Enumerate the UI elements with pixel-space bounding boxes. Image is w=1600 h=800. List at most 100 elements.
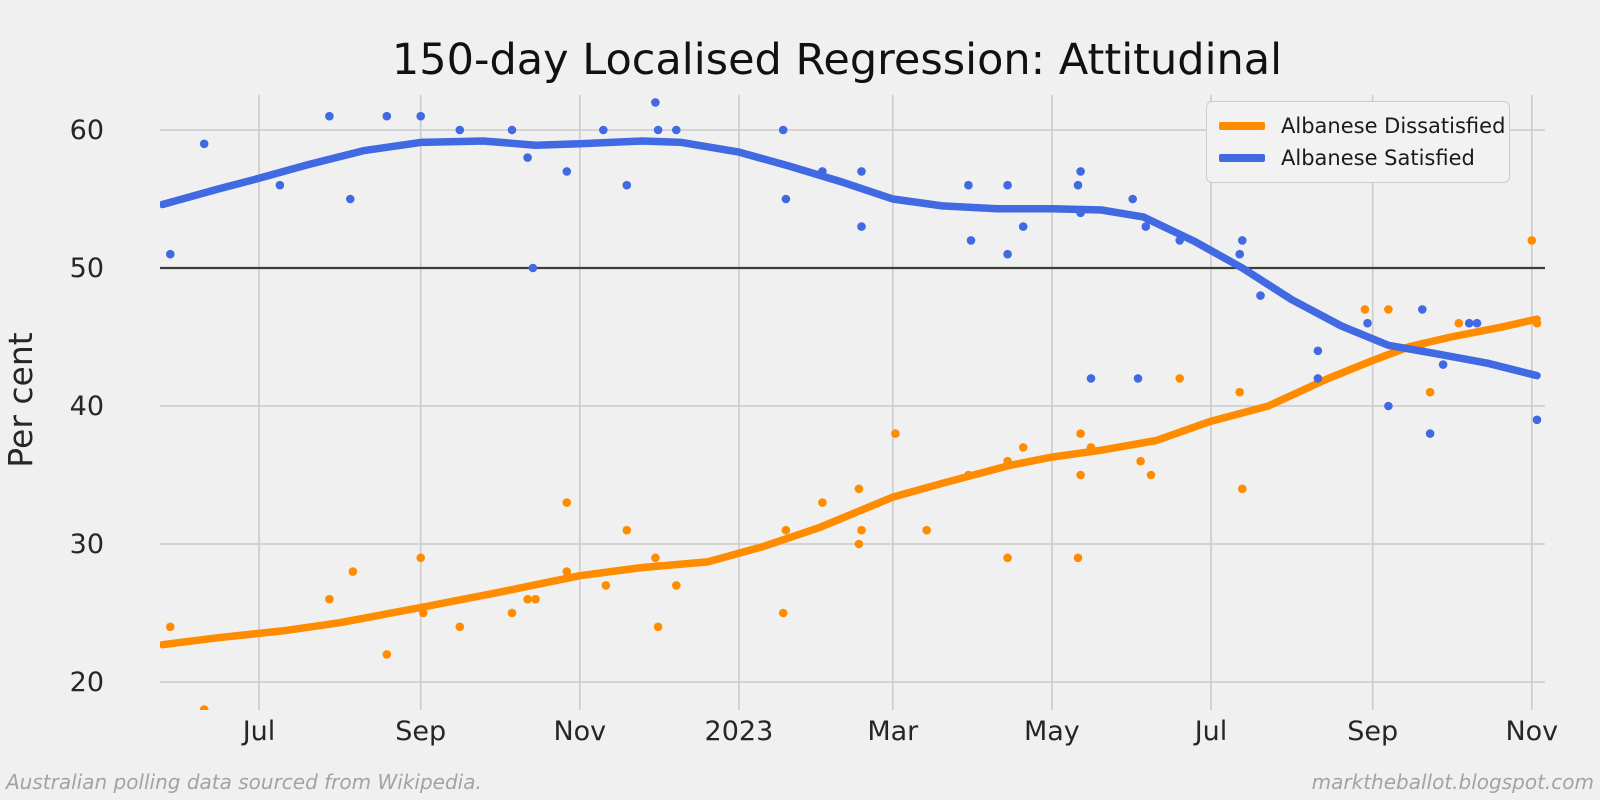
x-tick-label: Sep <box>395 716 446 747</box>
legend: Albanese Dissatisfied Albanese Satisfied <box>1206 101 1510 183</box>
data-point-dissatisfied <box>1136 456 1145 466</box>
legend-label-satisfied: Albanese Satisfied <box>1281 146 1475 170</box>
x-tick-label: Mar <box>867 716 919 747</box>
data-point-dissatisfied <box>651 553 660 563</box>
data-point-satisfied <box>857 222 866 231</box>
data-point-dissatisfied <box>857 525 866 535</box>
data-point-dissatisfied <box>922 525 931 535</box>
footer-site-credit: marktheballot.blogspot.com <box>1312 770 1594 794</box>
data-point-satisfied <box>599 125 608 135</box>
data-point-satisfied <box>1141 222 1151 231</box>
data-point-satisfied <box>1464 318 1474 328</box>
data-point-dissatisfied <box>562 498 572 507</box>
chart-title: 150-day Localised Regression: Attitudina… <box>392 35 1282 85</box>
y-tick-label: 20 <box>70 667 104 698</box>
data-point-satisfied <box>325 111 334 121</box>
data-point-satisfied <box>455 125 465 135</box>
data-point-satisfied <box>1418 305 1427 314</box>
data-point-dissatisfied <box>166 622 175 632</box>
data-point-satisfied <box>781 194 791 204</box>
data-point-dissatisfied <box>419 608 428 618</box>
footer-source-note: Australian polling data sourced from Wik… <box>4 770 482 794</box>
data-point-dissatisfied <box>653 622 663 632</box>
data-point-satisfied <box>382 111 392 121</box>
data-point-satisfied <box>1425 429 1435 438</box>
data-point-dissatisfied <box>1384 305 1393 314</box>
data-point-satisfied <box>818 167 827 176</box>
data-point-dissatisfied <box>455 622 465 632</box>
data-point-satisfied <box>1128 194 1137 204</box>
data-point-satisfied <box>166 249 175 259</box>
y-tick-label: 50 <box>70 253 104 284</box>
data-point-dissatisfied <box>1003 553 1012 563</box>
data-point-dissatisfied <box>1360 305 1370 314</box>
data-point-satisfied <box>672 125 681 135</box>
data-point-satisfied <box>964 180 973 190</box>
tick-layer: Jul Sep Nov 2023 Mar May Jul Sep Nov 20 30 40 50 60 <box>70 115 1559 747</box>
data-point-satisfied <box>778 125 788 135</box>
trend-line-satisfied <box>160 137 1541 380</box>
data-point-satisfied <box>857 167 866 176</box>
data-point-dissatisfied <box>1003 456 1012 466</box>
data-point-satisfied <box>1313 346 1323 356</box>
data-point-dissatisfied <box>531 594 540 604</box>
y-axis-label: Per cent <box>1 332 40 467</box>
data-point-satisfied <box>653 125 663 135</box>
data-point-satisfied <box>1235 249 1244 259</box>
data-point-dissatisfied <box>1086 443 1096 452</box>
data-point-dissatisfied <box>781 525 791 535</box>
data-point-satisfied <box>1018 222 1028 231</box>
data-point-dissatisfied <box>672 581 681 590</box>
trend-line-dissatisfied <box>160 315 1541 649</box>
x-tick-label: May <box>1024 716 1080 747</box>
y-tick-label: 40 <box>70 391 104 422</box>
data-point-dissatisfied <box>1146 470 1156 480</box>
data-point-dissatisfied <box>601 581 611 590</box>
data-point-satisfied <box>528 263 538 273</box>
data-point-satisfied <box>1438 360 1448 369</box>
data-point-satisfied <box>1003 180 1012 190</box>
data-point-satisfied <box>1133 374 1143 383</box>
data-point-dissatisfied <box>1018 443 1028 452</box>
data-point-dissatisfied <box>1073 553 1083 563</box>
data-point-dissatisfied <box>818 498 827 507</box>
y-tick-label: 60 <box>70 115 104 146</box>
legend-row-satisfied: Albanese Satisfied <box>1219 146 1497 170</box>
data-point-dissatisfied <box>1235 387 1244 397</box>
data-point-satisfied <box>1076 208 1085 218</box>
x-tick-label: 2023 <box>705 716 774 747</box>
data-point-satisfied <box>1073 180 1083 190</box>
data-point-dissatisfied <box>523 594 532 604</box>
data-point-dissatisfied <box>416 553 426 563</box>
satisfied-line-swatch <box>1219 154 1265 162</box>
data-point-satisfied <box>1384 401 1393 411</box>
data-point-satisfied <box>1238 236 1247 245</box>
data-point-satisfied <box>523 153 532 162</box>
data-point-satisfied <box>1076 167 1085 176</box>
data-point-satisfied <box>1472 318 1482 328</box>
data-point-dissatisfied <box>1454 318 1464 328</box>
x-tick-label: Jul <box>1193 716 1228 747</box>
data-point-dissatisfied <box>1238 484 1247 494</box>
legend-row-dissatisfied: Albanese Dissatisfied <box>1219 114 1505 138</box>
data-point-dissatisfied <box>507 608 517 618</box>
data-point-satisfied <box>416 111 426 121</box>
data-point-satisfied <box>1313 374 1323 383</box>
data-point-satisfied <box>1256 291 1265 300</box>
data-point-dissatisfied <box>891 429 900 438</box>
data-point-satisfied <box>199 139 209 149</box>
data-point-satisfied <box>966 236 976 245</box>
data-point-dissatisfied <box>1425 387 1435 397</box>
data-point-satisfied <box>1175 236 1184 245</box>
data-point-dissatisfied <box>854 484 864 494</box>
x-tick-label: Nov <box>553 716 606 747</box>
data-point-satisfied <box>1086 374 1096 383</box>
data-point-satisfied <box>1003 249 1012 259</box>
data-point-dissatisfied <box>199 705 209 710</box>
data-point-dissatisfied <box>1175 374 1184 383</box>
data-point-dissatisfied <box>325 594 334 604</box>
data-point-dissatisfied <box>854 539 864 549</box>
data-point-satisfied <box>1532 415 1542 425</box>
data-point-dissatisfied <box>778 608 788 618</box>
